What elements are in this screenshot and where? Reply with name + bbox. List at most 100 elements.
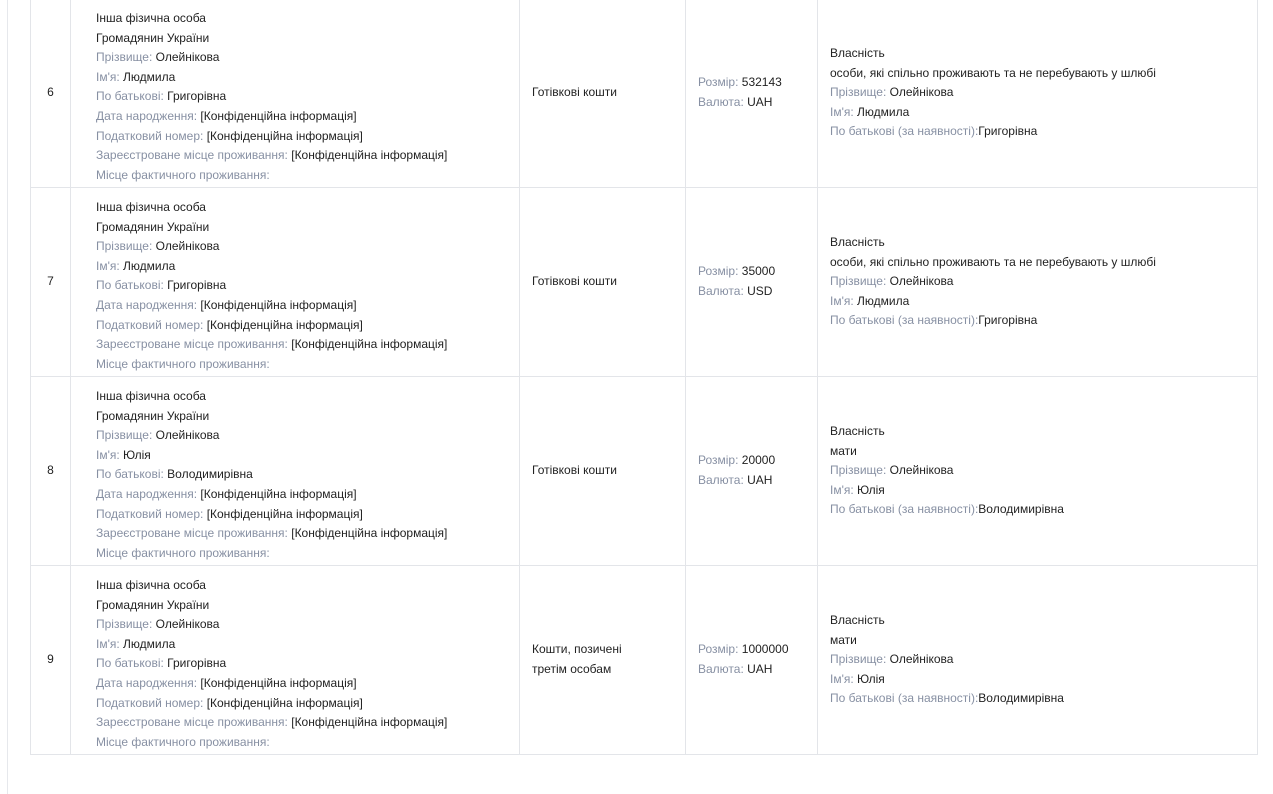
citizenship: Громадянин України bbox=[96, 219, 210, 234]
owner-name-field: Ім'я: Юлія bbox=[830, 670, 1245, 690]
owner-surname-field: Прізвище: Олейнікова bbox=[830, 272, 1245, 292]
value: USD bbox=[747, 284, 773, 298]
surname-field: Прізвище: Олейнікова bbox=[96, 615, 507, 635]
size-field: Розмір: 532143 bbox=[698, 73, 805, 93]
name-field: Ім'я: Людмила bbox=[96, 68, 507, 88]
value: Володимирівна bbox=[167, 467, 253, 482]
asset-type-line: Кошти, позичені bbox=[532, 642, 622, 657]
value: Володимирівна bbox=[978, 502, 1064, 517]
label: По батькові: bbox=[96, 467, 168, 482]
label: Зареєстроване місце проживання: bbox=[96, 148, 292, 163]
relation: мати bbox=[830, 443, 857, 458]
label: Ім'я: bbox=[830, 482, 858, 497]
birth-date-field: Дата народження: [Конфіденційна інформац… bbox=[96, 107, 507, 127]
label: Прізвище: bbox=[830, 85, 890, 100]
owner-name-field: Ім'я: Людмила bbox=[830, 103, 1245, 123]
label: Місце фактичного проживання: bbox=[96, 356, 270, 371]
amount-cell: Розмір: 532143 Валюта: UAH bbox=[685, 0, 818, 188]
value: Григорівна bbox=[167, 278, 227, 293]
value: [Конфіденційна інформація] bbox=[291, 337, 448, 352]
surname-field: Прізвище: Олейнікова bbox=[96, 48, 507, 68]
value: Юлія bbox=[857, 482, 885, 497]
label: Ім'я: bbox=[830, 293, 858, 308]
value: [Конфіденційна інформація] bbox=[200, 675, 357, 690]
label: Валюта: bbox=[698, 95, 748, 109]
person-cell: Інша фізична особа Громадянин України Пр… bbox=[70, 187, 520, 377]
value: Олейнікова bbox=[155, 428, 220, 443]
label: Ім'я: bbox=[96, 447, 124, 462]
birth-date-field: Дата народження: [Конфіденційна інформац… bbox=[96, 296, 507, 316]
label: Ім'я: bbox=[96, 258, 124, 273]
table-row: 6 Інша фізична особа Громадянин України … bbox=[30, 0, 1258, 188]
person-type: Інша фізична особа bbox=[96, 200, 206, 214]
citizenship: Громадянин України bbox=[96, 30, 210, 45]
value: [Конфіденційна інформація] bbox=[291, 148, 448, 163]
ownership-type: Власність bbox=[830, 613, 885, 628]
name-field: Ім'я: Людмила bbox=[96, 635, 507, 655]
actual-address-field: Місце фактичного проживання: bbox=[96, 355, 507, 375]
value: 532143 bbox=[741, 75, 782, 90]
registered-address-field: Зареєстроване місце проживання: [Конфіде… bbox=[96, 713, 507, 733]
ownership-type: Власність bbox=[830, 46, 885, 61]
value: [Конфіденційна інформація] bbox=[200, 486, 357, 501]
label: Дата народження: bbox=[96, 486, 201, 501]
label: Зареєстроване місце проживання: bbox=[96, 337, 292, 352]
owner-patronymic-field: По батькові (за наявності):Володимирівна bbox=[830, 689, 1245, 709]
label: Місце фактичного проживання: bbox=[96, 545, 270, 560]
name-field: Ім'я: Юлія bbox=[96, 446, 507, 466]
person-type: Інша фізична особа bbox=[96, 389, 206, 403]
person-type: Інша фізична особа bbox=[96, 11, 206, 25]
value: Олейнікова bbox=[889, 463, 954, 478]
row-number: 7 bbox=[30, 187, 71, 377]
amount-cell: Розмір: 1000000 Валюта: UAH bbox=[685, 565, 818, 755]
row-number: 8 bbox=[30, 376, 71, 566]
label: По батькові: bbox=[96, 278, 168, 293]
ownership-type: Власність bbox=[830, 235, 885, 250]
label: По батькові (за наявності): bbox=[830, 691, 979, 706]
label: Податковий номер: bbox=[96, 317, 207, 332]
value: Людмила bbox=[123, 258, 176, 273]
page-left-border bbox=[7, 0, 8, 794]
asset-type-line: третім особам bbox=[532, 662, 612, 676]
owner-name-field: Ім'я: Людмила bbox=[830, 292, 1245, 312]
label: Прізвище: bbox=[96, 239, 156, 254]
currency-field: Валюта: USD bbox=[698, 282, 805, 302]
citizenship: Громадянин України bbox=[96, 597, 210, 612]
person-cell: Інша фізична особа Громадянин України Пр… bbox=[70, 0, 520, 188]
value: Григорівна bbox=[978, 313, 1038, 328]
table-row: 8 Інша фізична особа Громадянин України … bbox=[30, 376, 1258, 566]
value: [Конфіденційна інформація] bbox=[200, 108, 357, 123]
currency-field: Валюта: UAH bbox=[698, 93, 805, 113]
label: По батькові: bbox=[96, 656, 168, 671]
value: Григорівна bbox=[167, 656, 227, 671]
owner-name-field: Ім'я: Юлія bbox=[830, 481, 1245, 501]
value: Людмила bbox=[123, 636, 176, 651]
actual-address-field: Місце фактичного проживання: bbox=[96, 544, 507, 564]
value: UAH bbox=[747, 95, 773, 109]
tax-number-field: Податковий номер: [Конфіденційна інформа… bbox=[96, 694, 507, 714]
value: Олейнікова bbox=[155, 239, 220, 254]
relation: мати bbox=[830, 632, 857, 647]
label: Дата народження: bbox=[96, 297, 201, 312]
label: Дата народження: bbox=[96, 108, 201, 123]
value: Людмила bbox=[857, 293, 910, 308]
label: Розмір: bbox=[698, 453, 742, 468]
birth-date-field: Дата народження: [Конфіденційна інформац… bbox=[96, 485, 507, 505]
surname-field: Прізвище: Олейнікова bbox=[96, 426, 507, 446]
amount-cell: Розмір: 35000 Валюта: USD bbox=[685, 187, 818, 377]
registered-address-field: Зареєстроване місце проживання: [Конфіде… bbox=[96, 146, 507, 166]
asset-type: Готівкові кошти bbox=[532, 274, 617, 289]
ownership-type: Власність bbox=[830, 424, 885, 439]
owner-surname-field: Прізвище: Олейнікова bbox=[830, 83, 1245, 103]
amount-cell: Розмір: 20000 Валюта: UAH bbox=[685, 376, 818, 566]
label: По батькові (за наявності): bbox=[830, 502, 979, 517]
asset-type: Готівкові кошти bbox=[532, 85, 617, 100]
patronymic-field: По батькові: Григорівна bbox=[96, 654, 507, 674]
value: [Конфіденційна інформація] bbox=[200, 297, 357, 312]
label: Валюта: bbox=[698, 284, 748, 298]
value: Юлія bbox=[123, 447, 151, 462]
value: [Конфіденційна інформація] bbox=[206, 695, 363, 710]
value: 35000 bbox=[741, 264, 776, 279]
label: Ім'я: bbox=[96, 636, 124, 651]
label: Зареєстроване місце проживання: bbox=[96, 715, 292, 730]
